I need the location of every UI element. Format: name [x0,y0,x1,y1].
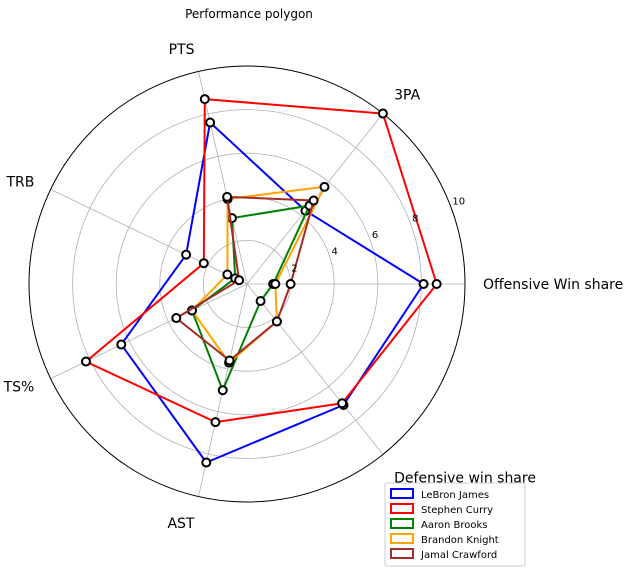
axis-label: Offensive Win share [483,277,623,293]
radial-tick-label: 2 [291,263,297,274]
legend-swatch [390,488,414,499]
series-layer [80,94,442,468]
data-point-lebron-james [116,339,127,350]
data-point-jamal-crawford [308,195,319,206]
grid-spoke-3 [50,283,248,379]
data-point-stephen-curry [210,417,221,428]
data-point-jamal-crawford [271,316,282,327]
grid-spoke-1 [246,283,384,455]
legend-box [384,482,526,567]
axis-label: 3PA [394,87,420,103]
series-line-stephen-curry [84,98,438,424]
data-point-jamal-crawford [222,191,233,202]
axis-label: PTS [169,42,195,58]
polar-grid [28,65,466,503]
radial-tick-label: 4 [332,247,338,258]
legend-entry: Jamal Crawford [420,550,497,561]
legend-swatch [390,518,414,529]
data-point-aaron-brooks [217,385,228,396]
legend-swatch [390,548,414,559]
legend-entry: Brandon Knight [421,535,499,546]
data-point-stephen-curry [198,258,209,269]
legend-swatch [390,533,414,544]
series-line-lebron-james [120,121,425,464]
legend: LeBron James Stephen Curry Aaron Brooks Bra… [384,482,526,567]
axis-label: AST [167,516,194,532]
legend-swatch [390,503,414,514]
polar-frame [28,65,466,503]
data-point-stephen-curry [199,94,210,105]
data-point-jamal-crawford [234,275,245,286]
data-point-lebron-james [418,279,429,289]
data-point-aaron-brooks [255,296,266,307]
series-stephen-curry [80,94,442,428]
legend-entry: Aaron Brooks [421,520,487,531]
chart-title: Performance polygon [185,7,313,21]
data-point-lebron-james [201,457,212,468]
data-point-brandon-knight [319,181,330,192]
data-point-stephen-curry [80,356,91,367]
data-point-stephen-curry [337,398,348,409]
radial-tick-label: 10 [452,197,465,208]
radial-tick-label: 6 [372,230,378,241]
series-jamal-crawford [171,191,319,366]
data-point-jamal-crawford [171,313,182,324]
axis-label: TS% [3,379,35,395]
data-point-lebron-james [205,117,216,128]
radial-tick-label: 8 [412,213,418,224]
data-point-stephen-curry [377,108,388,119]
legend-entry: LeBron James [421,490,489,501]
series-line-jamal-crawford [175,195,315,362]
data-point-brandon-knight [222,269,233,280]
series-aaron-brooks [187,200,315,396]
axis-label: TRB [5,175,34,191]
grid-spoke-4 [50,189,248,285]
data-point-brandon-knight [270,279,281,289]
grid-spoke-5 [198,71,248,285]
data-point-stephen-curry [431,279,442,289]
data-point-jamal-crawford [285,279,296,289]
data-point-lebron-james [181,249,192,260]
legend-entry: Stephen Curry [421,505,493,516]
data-point-jamal-crawford [224,355,235,366]
series-line-aaron-brooks [191,204,311,392]
